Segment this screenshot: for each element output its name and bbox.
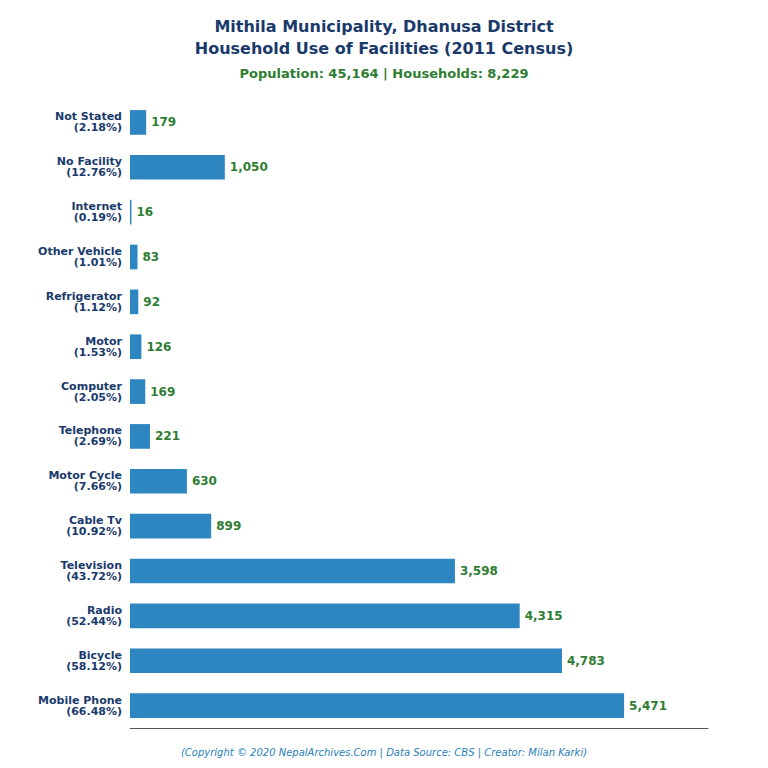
svg-text:Cable Tv: Cable Tv: [68, 514, 122, 528]
svg-text:(52.44%): (52.44%): [66, 615, 122, 628]
svg-text:3,598: 3,598: [460, 564, 498, 578]
svg-text:Computer: Computer: [61, 379, 122, 393]
svg-text:1,050: 1,050: [230, 160, 268, 174]
svg-text:Mithila Municipality, Dhanusa: Mithila Municipality, Dhanusa District: [214, 17, 554, 36]
svg-text:(7.66%): (7.66%): [74, 480, 122, 493]
svg-text:Television: Television: [60, 559, 122, 572]
svg-text:(2.18%): (2.18%): [74, 121, 122, 134]
svg-text:83: 83: [142, 250, 159, 264]
svg-text:(1.12%): (1.12%): [74, 301, 122, 314]
svg-text:630: 630: [192, 474, 217, 488]
svg-text:Motor: Motor: [85, 334, 122, 348]
svg-text:221: 221: [155, 429, 180, 443]
svg-text:Population: 45,164 | Household: Population: 45,164 | Households: 8,229: [240, 66, 529, 81]
svg-text:(1.53%): (1.53%): [74, 346, 122, 359]
svg-text:(43.72%): (43.72%): [66, 570, 122, 583]
svg-text:(Copyright © 2020 NepalArchive: (Copyright © 2020 NepalArchives.Com | Da…: [181, 747, 587, 759]
svg-text:(66.48%): (66.48%): [66, 705, 122, 718]
svg-text:179: 179: [151, 115, 176, 129]
svg-text:5,471: 5,471: [629, 699, 667, 713]
svg-text:Mobile Phone: Mobile Phone: [38, 693, 122, 707]
svg-text:Telephone: Telephone: [58, 424, 122, 438]
svg-text:Bicycle: Bicycle: [78, 648, 122, 662]
svg-text:Other Vehicle: Other Vehicle: [38, 245, 122, 258]
svg-text:Radio: Radio: [86, 603, 122, 617]
svg-text:Refrigerator: Refrigerator: [45, 289, 122, 303]
svg-text:(2.05%): (2.05%): [74, 391, 122, 404]
svg-text:Not Stated: Not Stated: [54, 110, 122, 124]
svg-text:(0.19%): (0.19%): [74, 211, 122, 224]
svg-text:4,783: 4,783: [567, 654, 605, 668]
svg-text:899: 899: [216, 519, 241, 533]
svg-text:(58.12%): (58.12%): [66, 660, 122, 673]
svg-text:(10.92%): (10.92%): [66, 525, 122, 538]
svg-text:(1.01%): (1.01%): [74, 256, 122, 269]
svg-text:169: 169: [150, 385, 175, 399]
svg-text:126: 126: [146, 340, 171, 354]
svg-text:92: 92: [143, 295, 160, 309]
svg-text:(12.76%): (12.76%): [66, 166, 122, 179]
svg-text:Internet: Internet: [71, 200, 122, 214]
svg-text:Household Use of Facilities (2: Household Use of Facilities (2011 Census…: [195, 39, 573, 58]
svg-text:(2.69%): (2.69%): [74, 435, 122, 448]
svg-text:No Facility: No Facility: [56, 155, 122, 169]
svg-text:4,315: 4,315: [525, 609, 563, 623]
svg-text:Motor Cycle: Motor Cycle: [48, 469, 122, 483]
svg-text:16: 16: [136, 205, 153, 219]
